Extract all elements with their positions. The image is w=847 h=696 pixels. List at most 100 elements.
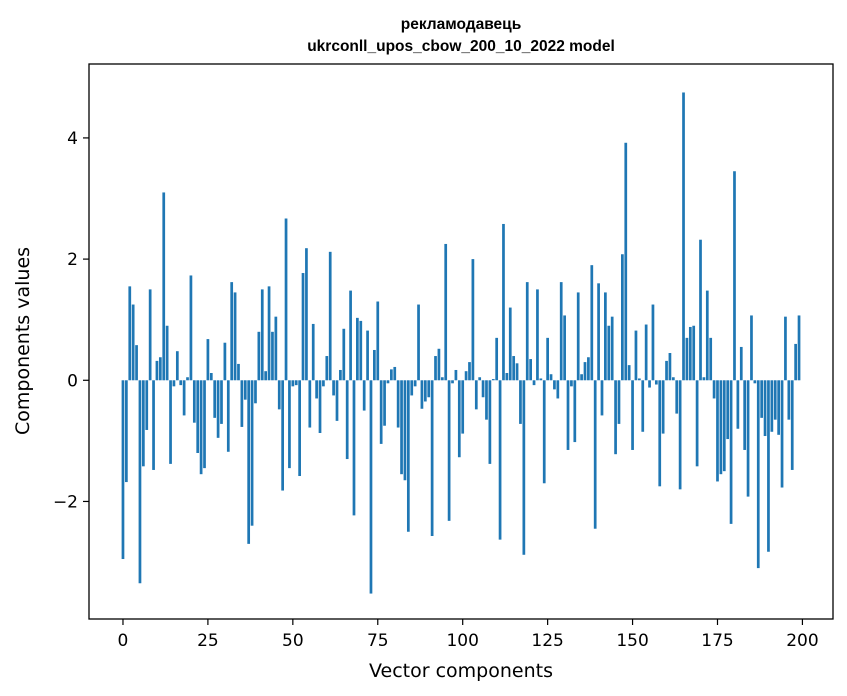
bar [430, 380, 434, 536]
bar [651, 304, 655, 381]
y-tick-label: −2 [53, 492, 78, 512]
bar [522, 380, 526, 555]
bar [237, 363, 240, 381]
bar [491, 379, 495, 381]
bar [220, 380, 223, 424]
bar [223, 342, 227, 381]
bar [396, 380, 400, 428]
bar [665, 360, 668, 381]
x-tick-label: 25 [197, 631, 219, 651]
bar [464, 371, 468, 381]
x-tick-label: 0 [118, 631, 129, 651]
x-tick-label: 150 [616, 631, 648, 651]
bar [121, 380, 125, 560]
bar [179, 380, 183, 386]
bar [607, 325, 611, 381]
bar [505, 373, 509, 381]
bar [597, 283, 600, 381]
y-axis-label: Components values [12, 247, 34, 435]
bar [175, 351, 179, 381]
bar [318, 380, 322, 433]
bar [753, 380, 757, 384]
bar [563, 315, 566, 381]
bar [243, 380, 247, 400]
bar [549, 374, 553, 381]
x-tick-label: 175 [701, 631, 733, 651]
bar [719, 380, 723, 475]
bar [454, 369, 458, 381]
bar [495, 337, 499, 381]
bar [485, 380, 488, 420]
bar [546, 337, 549, 381]
bar [556, 380, 560, 399]
bar [209, 373, 213, 381]
bar [267, 286, 271, 381]
bar [376, 301, 380, 381]
x-tick-label: 125 [531, 631, 563, 651]
bar [580, 374, 583, 381]
x-axis-label: Vector components [369, 660, 553, 682]
x-axis-ticks: 0 25 50 75 100 125 150 175 200 [118, 619, 819, 651]
bar [271, 331, 274, 381]
bar [332, 380, 335, 396]
bar [519, 380, 522, 424]
bar [773, 380, 777, 420]
bar [675, 380, 679, 414]
bar [750, 315, 753, 381]
bar [621, 254, 624, 381]
bars-group [121, 92, 801, 594]
bar [671, 377, 675, 381]
y-tick-label: 0 [67, 371, 78, 391]
bar [158, 357, 162, 381]
bar [400, 380, 403, 475]
bar [624, 142, 628, 381]
bar [668, 353, 672, 381]
bar [583, 362, 587, 381]
bar [729, 380, 733, 524]
bar [410, 380, 414, 396]
bar [478, 377, 482, 381]
bar [413, 380, 417, 387]
bar [434, 356, 437, 381]
bar [254, 380, 257, 404]
bar [617, 380, 621, 424]
bar [427, 380, 431, 398]
bar [631, 380, 634, 450]
bar [661, 380, 665, 434]
bar [692, 325, 696, 381]
bar [756, 380, 760, 569]
bar [641, 380, 645, 432]
bar [291, 380, 295, 387]
bar [468, 362, 471, 381]
bar [206, 339, 210, 381]
bar [383, 380, 386, 426]
bar [481, 380, 485, 398]
bar [440, 377, 444, 381]
bar [784, 316, 787, 381]
bar [356, 317, 359, 381]
bar [699, 239, 702, 381]
bar [461, 380, 465, 434]
bar [335, 380, 339, 421]
bar [566, 380, 570, 450]
bar [614, 380, 617, 455]
bar [403, 380, 407, 481]
bar [196, 380, 200, 453]
y-tick-label: 2 [67, 250, 78, 270]
bar [542, 380, 546, 484]
bar [763, 380, 767, 437]
bar [536, 289, 539, 381]
bar [576, 292, 580, 381]
bar [593, 380, 597, 529]
bar [301, 273, 305, 381]
bar [288, 380, 291, 469]
bar [325, 356, 329, 381]
bar [702, 377, 706, 381]
bar [787, 380, 791, 420]
bar [685, 337, 689, 381]
bar [298, 380, 301, 477]
bar [743, 380, 747, 450]
bar [379, 380, 383, 444]
bar [726, 380, 730, 440]
